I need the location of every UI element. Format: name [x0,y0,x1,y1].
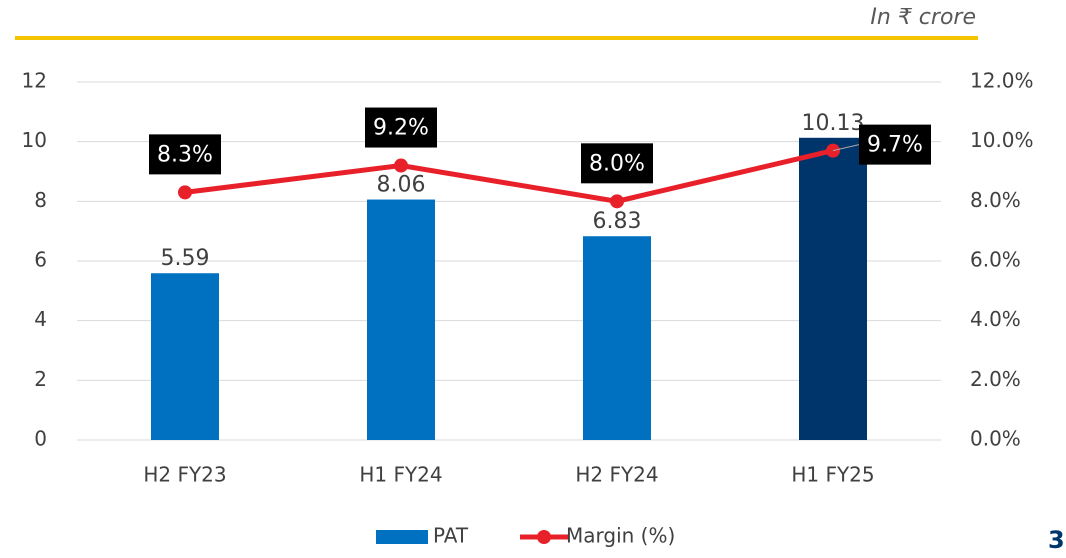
y2-tick-label: 8.0% [970,188,1021,212]
bar-value-label: 8.06 [377,173,426,198]
x-tick-label: H2 FY23 [143,463,226,487]
y2-tick-label: 6.0% [970,248,1021,272]
y2-tick-label: 0.0% [970,427,1021,451]
y-tick-label: 2 [34,367,47,391]
bar [799,137,867,440]
y-tick-label: 12 [22,69,47,93]
legend-swatch [537,530,551,544]
bar-value-label: 6.83 [593,209,642,234]
y-tick-label: 6 [34,248,47,272]
margin-point [394,158,408,173]
margin-label-box [581,143,653,184]
margin-point [178,185,192,200]
bar-value-label: 5.59 [161,246,210,271]
margin-label: 9.7% [867,133,923,158]
bar [151,273,219,440]
legend-swatch [376,530,428,544]
y-tick-label: 0 [34,427,47,451]
margin-point [610,194,624,209]
margin-label: 8.0% [589,151,645,176]
x-tick-label: H1 FY24 [359,463,442,487]
bar [583,236,651,440]
y2-tick-label: 10.0% [970,128,1034,152]
y2-tick-label: 2.0% [970,367,1021,391]
legend-label: Margin (%) [566,524,675,548]
margin-label-box [859,124,931,165]
x-tick-label: H1 FY25 [791,463,874,487]
y-tick-label: 10 [22,128,47,152]
margin-line [184,148,834,204]
bar [367,199,435,440]
margin-label: 8.3% [157,142,213,167]
x-tick-label: H2 FY24 [575,463,658,487]
margin-label: 9.2% [373,116,429,141]
margin-label-box [365,107,437,148]
page-number: 3 [1048,526,1065,554]
y2-tick-label: 4.0% [970,307,1021,331]
y2-tick-label: 12.0% [970,69,1034,93]
y-tick-label: 4 [34,307,47,331]
legend-label: PAT [433,524,469,548]
y-tick-label: 8 [34,188,47,212]
unit-note: In ₹ crore [870,5,976,30]
leader-line [832,144,860,152]
bar-value-label: 10.13 [802,111,865,136]
margin-label-box [149,134,221,175]
